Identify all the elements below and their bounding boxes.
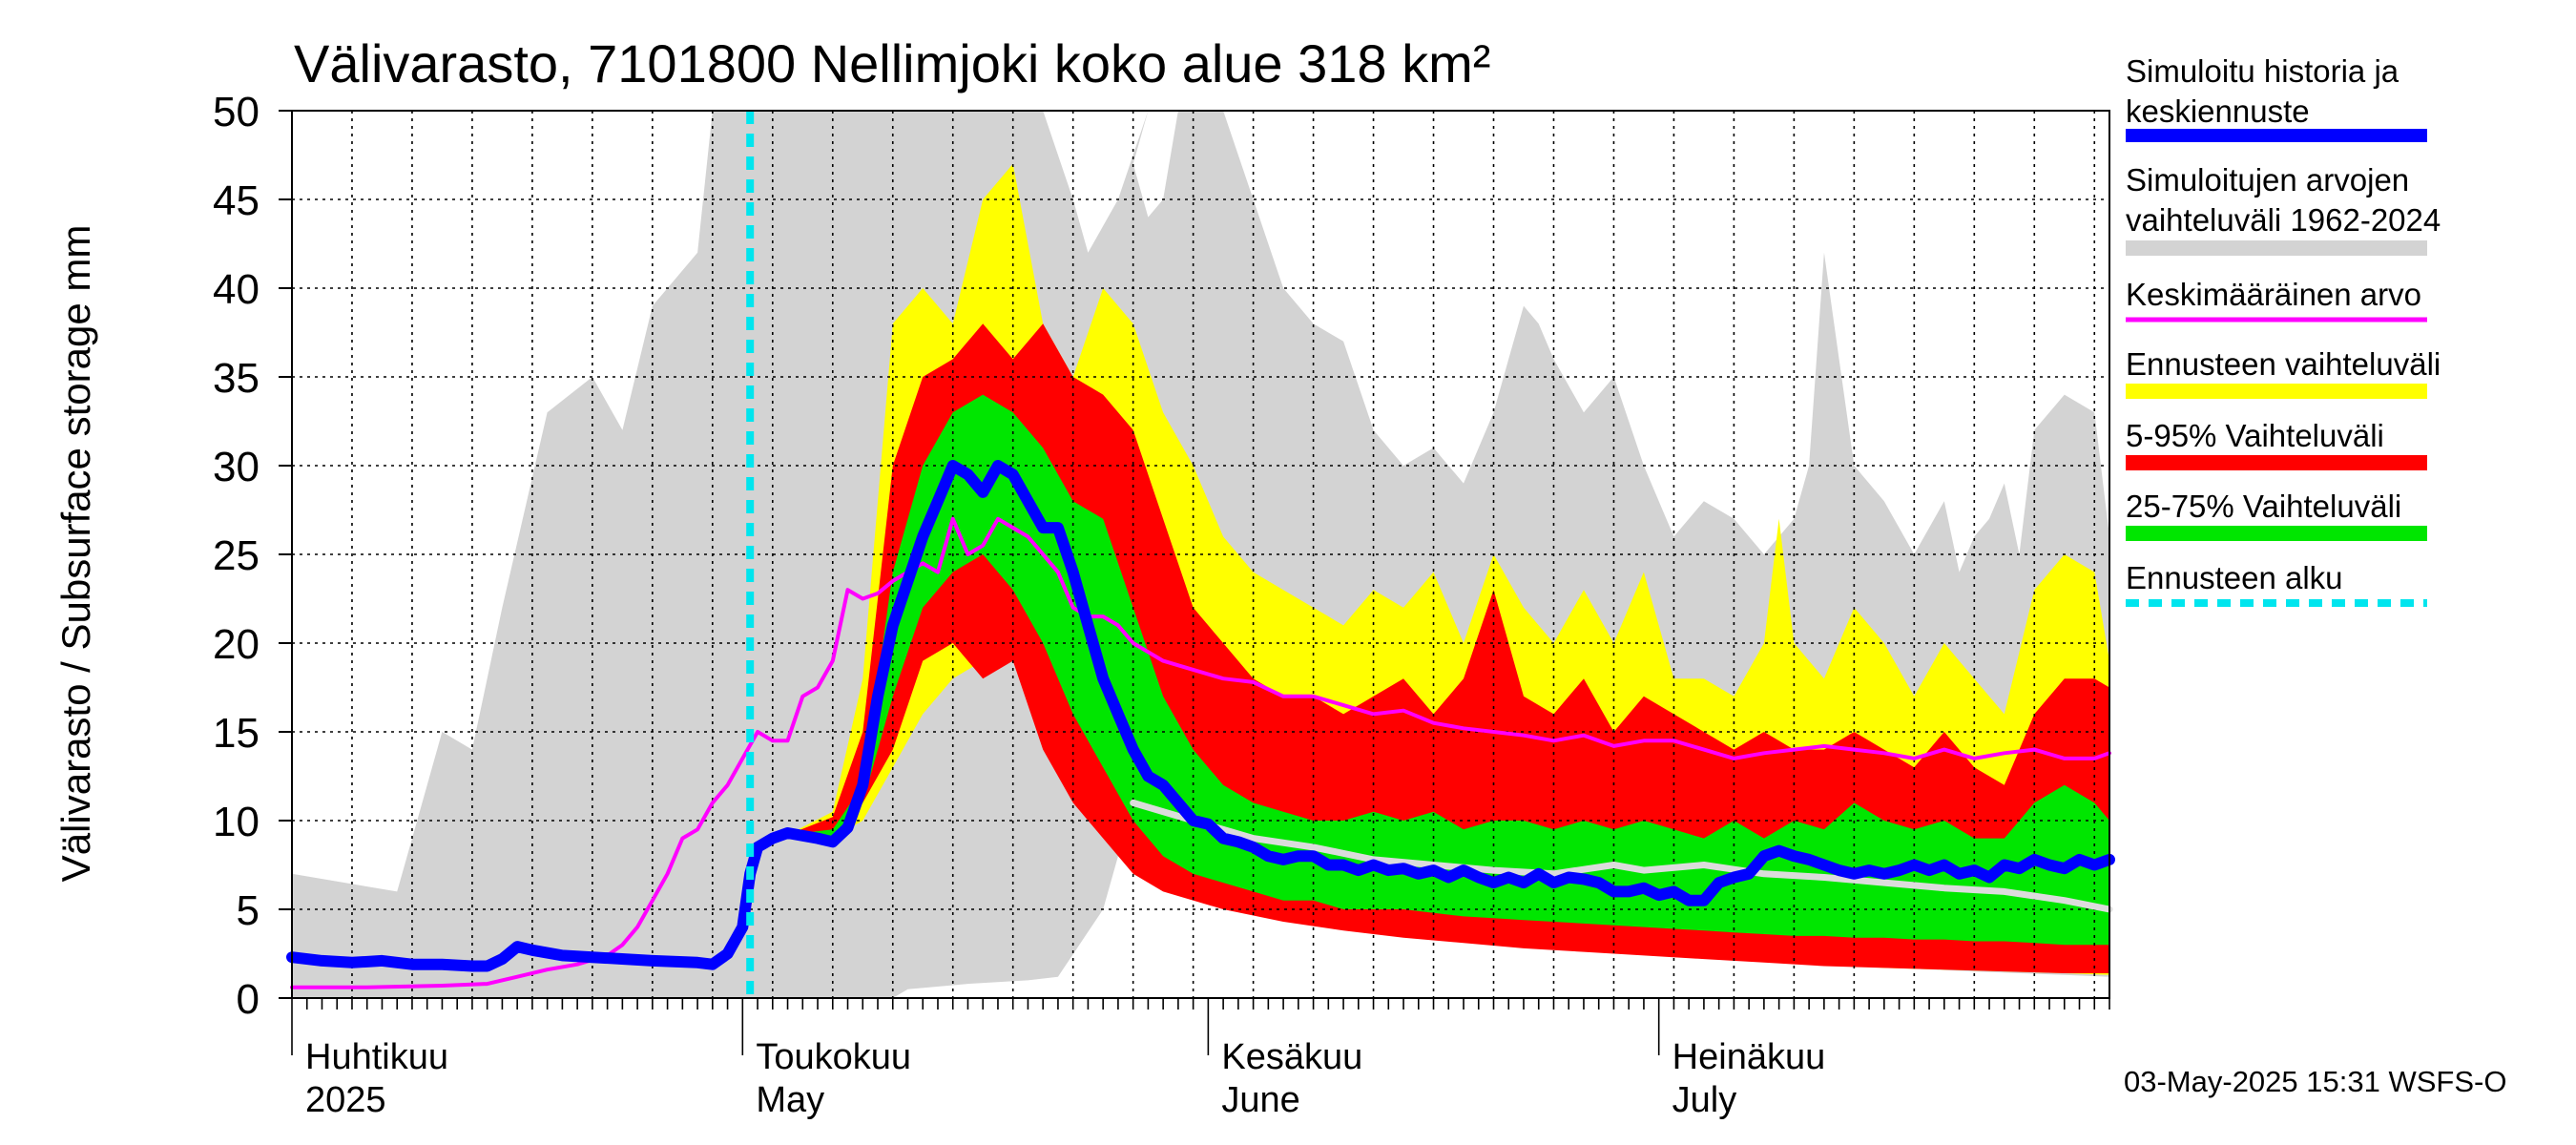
x-month-label: Kesäkuu: [1221, 1037, 1362, 1077]
legend-label: Ennusteen alku: [2126, 560, 2343, 595]
legend-label: Ennusteen vaihteluväli: [2126, 346, 2441, 382]
x-month-label: Toukokuu: [756, 1037, 911, 1077]
y-tick-label: 30: [213, 444, 260, 490]
x-month-label: Heinäkuu: [1672, 1037, 1826, 1077]
y-tick-label: 0: [237, 976, 260, 1023]
y-axis: 0 5 10 15 20 25 30 35 40 45 50: [213, 89, 292, 1023]
mean-line: [290, 516, 2111, 989]
y-tick-label: 5: [237, 887, 260, 934]
x-month-sublabel: 2025: [305, 1080, 386, 1120]
y-tick-label: 45: [213, 177, 260, 224]
legend-label: vaihteluväli 1962-2024: [2126, 202, 2441, 238]
legend-label: Simuloitu historia ja: [2126, 53, 2399, 89]
chart-title: Välivarasto, 7101800 Nellimjoki koko alu…: [294, 33, 1490, 94]
y-tick-label: 15: [213, 710, 260, 757]
y-tick-label: 10: [213, 799, 260, 845]
series-lines: [286, 111, 2115, 1002]
y-tick-label: 40: [213, 266, 260, 313]
x-month-sublabel: July: [1672, 1080, 1737, 1120]
legend-label: keskiennuste: [2126, 94, 2310, 129]
x-month-label: Huhtikuu: [305, 1037, 448, 1077]
legend: Simuloitu historia ja keskiennuste Simuloi…: [2126, 53, 2441, 607]
grid: [292, 111, 2109, 998]
y-tick-label: 50: [213, 89, 260, 135]
timestamp: 03-May-2025 15:31 WSFS-O: [2124, 1065, 2506, 1098]
x-month-sublabel: June: [1221, 1080, 1299, 1120]
x-month-sublabel: May: [756, 1080, 824, 1120]
y-tick-label: 20: [213, 621, 260, 668]
simulated-grey-line: [1130, 799, 2113, 913]
legend-label: Simuloitujen arvojen: [2126, 162, 2409, 198]
legend-label: Keskimääräinen arvo: [2126, 277, 2421, 312]
band-5-95: [787, 323, 2109, 973]
y-tick-label: 25: [213, 532, 260, 579]
legend-label: 5-95% Vaihteluväli: [2126, 418, 2384, 453]
y-tick-label: 35: [213, 355, 260, 402]
y-axis-label: Välivarasto / Subsurface storage mm: [53, 225, 98, 883]
legend-label: 25-75% Vaihteluväli: [2126, 489, 2401, 524]
